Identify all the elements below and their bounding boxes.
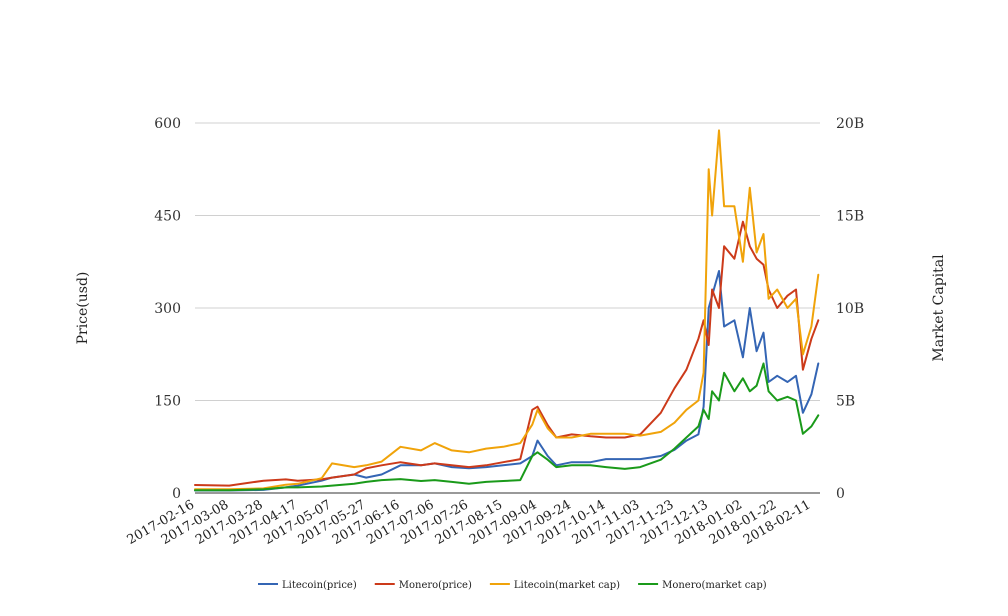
legend-label: Monero(price): [399, 580, 472, 591]
series-line: [194, 129, 820, 491]
y2-tick-label: 0: [836, 486, 845, 502]
series-line: [194, 270, 820, 492]
legend: Litecoin(price) Monero(price) Litecoin(mar…: [258, 580, 767, 591]
series-line: [194, 362, 820, 492]
y2-tick-label: 10B: [836, 301, 864, 317]
y-tick-label: 600: [154, 116, 181, 132]
y-tick-label: 450: [154, 209, 181, 225]
y2-axis-title: Market Capital: [931, 254, 947, 362]
y-tick-label: 150: [154, 394, 181, 410]
y-axis-left: 0 150 300 450 600: [154, 116, 181, 502]
series-lines: [194, 129, 820, 492]
legend-label: Litecoin(market cap): [514, 580, 620, 591]
x-axis: 2017-02-162017-03-082017-03-282017-04-17…: [125, 497, 814, 547]
y2-tick-label: 20B: [836, 116, 864, 132]
y2-tick-label: 5B: [836, 394, 855, 410]
legend-label: Litecoin(price): [282, 580, 357, 591]
gridlines: [195, 122, 820, 494]
y-tick-label: 300: [154, 301, 181, 317]
y2-tick-label: 15B: [836, 209, 864, 225]
y-tick-label: 0: [172, 486, 181, 502]
legend-label: Monero(market cap): [662, 580, 767, 591]
series-line: [194, 220, 820, 487]
y-axis-right: 0 5B 10B 15B 20B: [836, 116, 864, 502]
y-axis-title: Price(usd): [75, 272, 91, 345]
